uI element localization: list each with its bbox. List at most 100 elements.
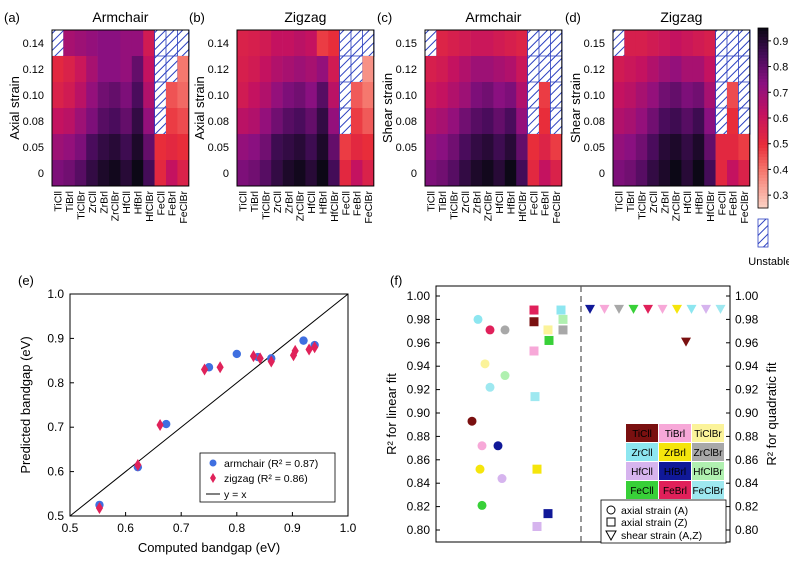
heatmap-cell xyxy=(470,56,483,83)
heatmap-cell xyxy=(482,30,494,57)
colorbar-segment xyxy=(758,58,768,62)
x-tick-label: 1.0 xyxy=(340,521,357,535)
heatmap-cell xyxy=(516,82,528,109)
linear-axial-a-point xyxy=(500,325,510,335)
heatmap-cell xyxy=(294,134,306,161)
material-swatch xyxy=(692,462,724,480)
linear-axial-a-point xyxy=(497,474,507,484)
colorbar-segment xyxy=(758,199,768,203)
heatmap-cell xyxy=(704,134,716,161)
colorbar-segment xyxy=(758,61,768,65)
heatmap-cell xyxy=(635,108,648,135)
colorbar-segment xyxy=(758,52,768,56)
left-tick-label: 0.94 xyxy=(407,359,431,373)
x-axis-label: Computed bandgap (eV) xyxy=(138,540,280,555)
heatmap-cell xyxy=(493,160,506,187)
heatmap-cell xyxy=(271,82,283,109)
strain-tick-label: 0.08 xyxy=(396,116,417,128)
heatmap-cell xyxy=(436,30,449,57)
colorbar-segment xyxy=(758,103,768,107)
legend-circle-label: axial strain (A) xyxy=(621,505,688,517)
material-swatch xyxy=(692,443,724,461)
armchair-point xyxy=(232,349,241,359)
material-tick-label: HfCll xyxy=(121,191,133,214)
material-tick-label: TiCll xyxy=(53,191,65,212)
heatmap-cell xyxy=(459,108,471,135)
right-tick-label: 1.00 xyxy=(735,289,759,303)
unstable-cell xyxy=(538,55,552,83)
panel-label: (a) xyxy=(4,10,20,25)
heatmap-cell xyxy=(482,134,494,161)
linear-axial-z-point xyxy=(544,335,554,345)
heatmap-cell xyxy=(248,82,261,109)
heatmap-frame xyxy=(424,29,563,187)
heatmap-cell xyxy=(516,134,528,161)
colorbar-tick-label: 0.8 xyxy=(773,62,788,74)
heatmap-cell xyxy=(52,82,64,109)
heatmap-cell xyxy=(109,30,121,57)
colorbar-segment xyxy=(758,169,768,173)
legend-circle-marker xyxy=(606,505,616,515)
heatmap-cell xyxy=(86,82,98,109)
heatmap-cell xyxy=(613,56,625,83)
material-swatch xyxy=(659,424,691,442)
heatmap-cell xyxy=(143,134,155,161)
right-tick-label: 0.80 xyxy=(735,523,759,537)
heatmap-cell xyxy=(715,134,728,161)
heatmap-cell xyxy=(647,108,659,135)
heatmap-cell xyxy=(613,160,625,187)
heatmap-cell xyxy=(74,30,87,57)
colorbar-segment xyxy=(758,34,768,38)
strain-tick-label: 0.10 xyxy=(208,90,229,102)
left-tick-label: 0.88 xyxy=(407,429,431,443)
heatmap-cell xyxy=(670,30,682,57)
colorbar-segment xyxy=(758,67,768,71)
unstable-cell xyxy=(424,29,438,57)
zigzag-point xyxy=(256,352,264,365)
heatmap-cell xyxy=(143,30,155,57)
heatmap-cell xyxy=(681,108,694,135)
r2-panel-f: (f) 0.80 0.80 0.82 0.82 0.84 0.84 0.86 0.86 0.88 0… xyxy=(384,273,779,544)
colorbar-segment xyxy=(758,115,768,119)
heatmap-cell xyxy=(362,160,375,187)
x-tick-label: 0.9 xyxy=(284,521,301,535)
colorbar-segment xyxy=(758,37,768,41)
colorbar-segment xyxy=(758,154,768,158)
left-tick-label: 0.84 xyxy=(407,476,431,490)
panel-label: (f) xyxy=(390,273,402,288)
zigzag-point xyxy=(200,363,209,376)
zigzag-point xyxy=(289,349,298,362)
material-tick-label: ZrClBr xyxy=(110,190,122,221)
heatmap-cell xyxy=(166,108,178,135)
legend-line-label: y = x xyxy=(224,489,247,501)
heatmap-cell xyxy=(97,134,110,161)
heatmap-cell xyxy=(351,108,363,135)
material-tick-label: TiClBr xyxy=(76,191,88,220)
colorbar-segment xyxy=(758,73,768,77)
heatmap-cell xyxy=(237,56,249,83)
heatmap-cell xyxy=(727,134,739,161)
heatmap-title: Zigzag xyxy=(660,9,702,25)
strain-tick-label: 0.05 xyxy=(396,142,417,154)
right-tick-label: 0.94 xyxy=(735,359,759,373)
linear-axial-z-point xyxy=(558,314,568,324)
material-swatch xyxy=(659,462,691,480)
heatmap-cell xyxy=(658,134,671,161)
heatmap-cell xyxy=(177,108,190,135)
strain-tick-label: 0.12 xyxy=(584,64,605,76)
unstable-cell xyxy=(726,29,740,57)
linear-axial-a-point xyxy=(467,416,477,426)
heatmap-cell xyxy=(74,56,87,83)
strain-tick-label: 0.12 xyxy=(396,64,417,76)
material-tick-label: FeClBr xyxy=(739,190,751,223)
unstable-cell xyxy=(350,29,364,57)
heatmap-cell xyxy=(738,160,751,187)
zigzag-point xyxy=(249,350,258,363)
heatmap-cell xyxy=(425,56,437,83)
x-tick-label: 0.6 xyxy=(117,521,134,535)
heatmap-cell xyxy=(704,82,716,109)
colorbar-segment xyxy=(758,130,768,134)
heatmap-cell xyxy=(63,56,76,83)
linear-axial-a-point xyxy=(473,314,483,324)
heatmap-cell xyxy=(539,108,551,135)
